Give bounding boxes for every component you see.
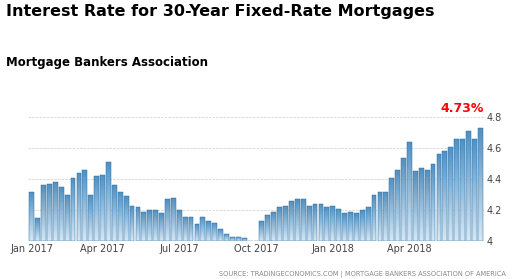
Bar bbox=[366, 207, 371, 241]
Text: SOURCE: TRADINGECONOMICS.COM | MORTGAGE BANKERS ASSOCIATION OF AMERICA: SOURCE: TRADINGECONOMICS.COM | MORTGAGE … bbox=[219, 271, 506, 278]
Bar bbox=[201, 217, 205, 241]
Bar bbox=[354, 213, 359, 241]
Bar bbox=[336, 209, 341, 241]
Bar bbox=[318, 204, 324, 241]
Bar bbox=[195, 224, 199, 241]
Bar bbox=[425, 170, 430, 241]
Bar bbox=[437, 155, 441, 241]
Bar bbox=[224, 234, 229, 241]
Bar bbox=[236, 237, 241, 241]
Bar bbox=[35, 218, 40, 241]
Bar bbox=[71, 178, 75, 241]
Bar bbox=[29, 192, 34, 241]
Bar bbox=[271, 212, 276, 241]
Bar bbox=[112, 186, 117, 241]
Bar bbox=[295, 199, 300, 241]
Bar bbox=[47, 184, 52, 241]
Bar bbox=[76, 173, 81, 241]
Bar bbox=[260, 221, 264, 241]
Bar bbox=[442, 151, 447, 241]
Bar bbox=[218, 229, 223, 241]
Bar bbox=[472, 139, 477, 241]
Bar bbox=[177, 210, 182, 241]
Text: Mortgage Bankers Association: Mortgage Bankers Association bbox=[6, 56, 208, 69]
Bar bbox=[277, 207, 282, 241]
Bar bbox=[88, 195, 93, 241]
Bar bbox=[283, 206, 288, 241]
Bar bbox=[395, 170, 400, 241]
Bar bbox=[413, 172, 418, 241]
Bar bbox=[147, 210, 152, 241]
Bar bbox=[372, 195, 376, 241]
Bar bbox=[94, 176, 99, 241]
Bar bbox=[330, 206, 335, 241]
Bar bbox=[342, 213, 347, 241]
Bar bbox=[106, 162, 111, 241]
Bar bbox=[183, 217, 187, 241]
Bar bbox=[419, 169, 424, 241]
Bar bbox=[82, 170, 87, 241]
Text: Interest Rate for 30-Year Fixed-Rate Mortgages: Interest Rate for 30-Year Fixed-Rate Mor… bbox=[6, 4, 435, 19]
Bar bbox=[460, 139, 465, 241]
Bar bbox=[478, 128, 483, 241]
Bar bbox=[242, 238, 247, 241]
Bar bbox=[124, 196, 129, 241]
Bar bbox=[348, 212, 353, 241]
Bar bbox=[188, 217, 194, 241]
Bar bbox=[165, 199, 170, 241]
Bar bbox=[360, 210, 365, 241]
Bar bbox=[130, 206, 135, 241]
Bar bbox=[206, 221, 211, 241]
Bar bbox=[454, 139, 459, 241]
Bar bbox=[289, 201, 294, 241]
Bar bbox=[141, 212, 146, 241]
Bar bbox=[313, 204, 317, 241]
Text: 4.73%: 4.73% bbox=[440, 102, 484, 115]
Bar bbox=[159, 213, 164, 241]
Bar bbox=[136, 207, 140, 241]
Bar bbox=[53, 182, 58, 241]
Bar bbox=[212, 223, 217, 241]
Bar bbox=[431, 164, 436, 241]
Bar bbox=[466, 131, 471, 241]
Bar bbox=[383, 192, 388, 241]
Bar bbox=[389, 178, 394, 241]
Bar bbox=[325, 207, 329, 241]
Bar bbox=[59, 187, 63, 241]
Bar bbox=[377, 192, 382, 241]
Bar bbox=[153, 210, 158, 241]
Bar bbox=[41, 186, 46, 241]
Bar bbox=[230, 237, 235, 241]
Bar bbox=[265, 215, 270, 241]
Bar bbox=[171, 198, 176, 241]
Bar bbox=[401, 158, 406, 241]
Bar bbox=[449, 147, 453, 241]
Bar bbox=[407, 142, 412, 241]
Bar bbox=[307, 206, 311, 241]
Bar bbox=[118, 192, 123, 241]
Bar bbox=[301, 199, 306, 241]
Bar bbox=[100, 175, 105, 241]
Bar bbox=[65, 195, 70, 241]
